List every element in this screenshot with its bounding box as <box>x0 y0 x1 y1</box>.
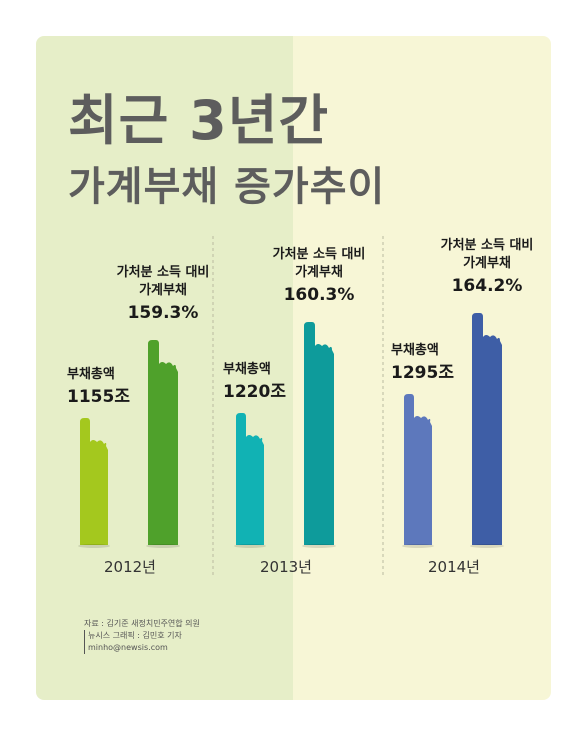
year-label-2: 2013년 <box>260 558 312 576</box>
debt-series-label-1: 부채총액 <box>67 366 115 382</box>
ratio-series-label-a-2: 가처분 소득 대비 <box>273 246 366 262</box>
debt-series-label-3: 부채총액 <box>391 342 439 358</box>
ratio-bar-2 <box>304 322 334 545</box>
debt-bar-1-shadow <box>78 544 110 548</box>
source-credit: 자료 : 김기준 새정치민주연합 의원 뉴시스 그래픽 : 김민호 기자 min… <box>84 618 200 654</box>
source-line-2: 뉴시스 그래픽 : 김민호 기자 <box>84 630 200 642</box>
ratio-bar-3 <box>472 313 502 545</box>
source-line-1: 자료 : 김기준 새정치민주연합 의원 <box>84 619 200 628</box>
ratio-series-label-a-3: 가처분 소득 대비 <box>441 237 534 253</box>
debt-bar-2-shadow <box>234 544 266 548</box>
debt-value-label-2: 1220조 <box>223 382 286 402</box>
year-label-3: 2014년 <box>428 558 480 576</box>
source-line-3: minho@newsis.com <box>84 642 200 654</box>
debt-value-label-1: 1155조 <box>67 387 130 407</box>
ratio-value-label-1: 159.3% <box>128 303 199 323</box>
ratio-series-label-b-3: 가계부채 <box>463 256 511 271</box>
ratio-series-label-b-2: 가계부채 <box>295 265 343 280</box>
year-label-1: 2012년 <box>104 558 156 576</box>
ratio-bar-1-shadow <box>146 544 180 548</box>
ratio-series-label-a-1: 가처분 소득 대비 <box>117 264 210 280</box>
ratio-series-label-b-1: 가계부채 <box>139 283 187 298</box>
ratio-bar-2-shadow <box>302 544 336 548</box>
debt-series-label-2: 부채총액 <box>223 361 271 377</box>
debt-bar-3 <box>404 394 432 545</box>
ratio-value-label-2: 160.3% <box>284 285 355 305</box>
debt-bar-1 <box>80 418 108 545</box>
debt-value-label-3: 1295조 <box>391 363 454 383</box>
ratio-value-label-3: 164.2% <box>452 276 523 296</box>
debt-bar-3-shadow <box>402 544 434 548</box>
ratio-bar-3-shadow <box>470 544 504 548</box>
title-line-2: 가계부채 증가추이 <box>68 164 386 210</box>
ratio-bar-1 <box>148 340 178 545</box>
debt-bar-2 <box>236 413 264 545</box>
title-line-1: 최근 3년간 <box>68 89 330 152</box>
infographic-card <box>36 36 551 700</box>
